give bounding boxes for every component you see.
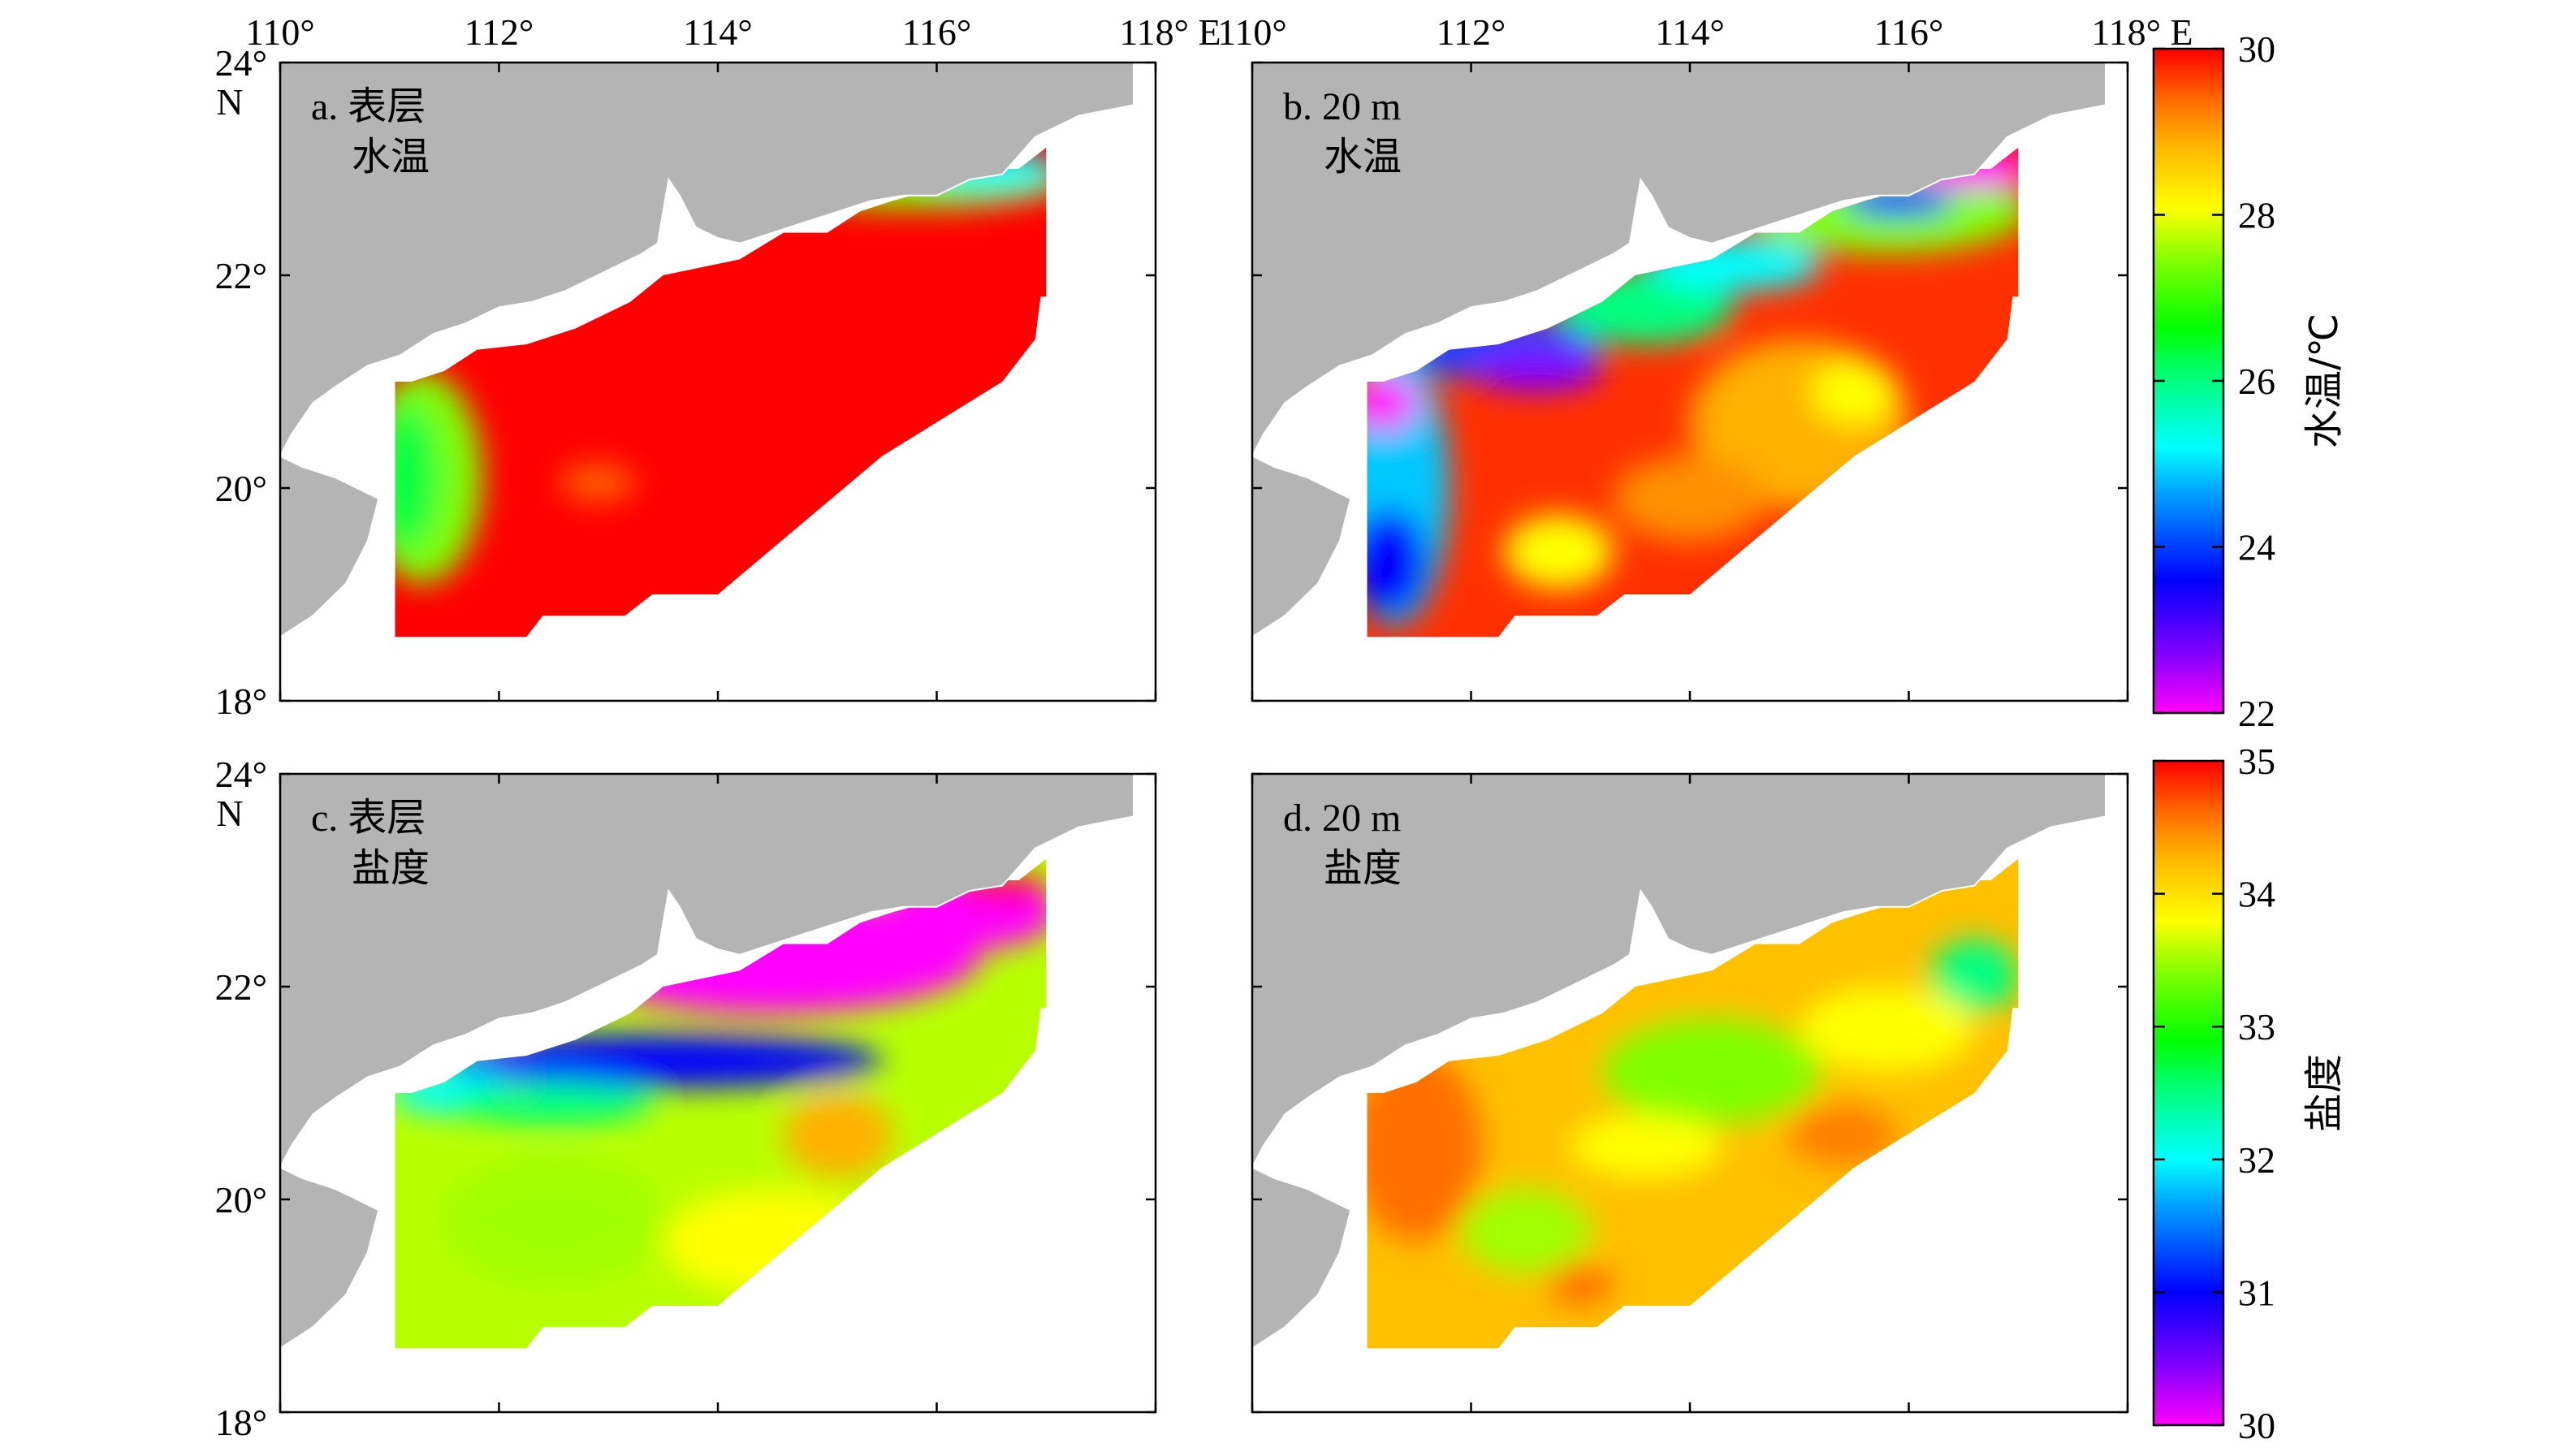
colorbar-tick-label: 34 <box>2238 874 2275 915</box>
lon-tick-label: 110° <box>245 11 315 53</box>
lat-tick-label: 18° <box>215 1402 267 1443</box>
colorbar-title: 水温/℃ <box>2301 313 2347 448</box>
colorbar-tick-label: 30 <box>2238 1405 2275 1446</box>
colorbar-tick-label: 24 <box>2238 527 2275 568</box>
lat-tick-label: 20° <box>215 468 267 509</box>
colorbar-tick-label: 28 <box>2238 195 2275 236</box>
colorbar-title: 盐度 <box>2301 1054 2347 1132</box>
panel-title: a. 表层 <box>311 85 426 128</box>
lat-unit-label: N <box>216 81 243 123</box>
lon-tick-label: 114° <box>1655 11 1725 53</box>
map-panel-a: 110° 112° 114° 116° 118° E 24° 22° 20° 18° N a. 表层… <box>215 11 1221 722</box>
land-mass <box>1252 774 2106 1350</box>
land-mass <box>280 63 1134 638</box>
panel-variable-label: 盐度 <box>1324 845 1402 891</box>
lat-tick-label: 18° <box>215 680 267 722</box>
colorbar-tick-label: 32 <box>2238 1139 2275 1181</box>
colorbar-tick-label: 30 <box>2238 28 2275 70</box>
panel-title: d. 20 m <box>1283 797 1401 840</box>
colorbar-gradient <box>2152 47 2225 715</box>
panel-title: b. 20 m <box>1283 85 1401 128</box>
temperature-colorbar: 30 28 26 24 22 水温/℃ <box>2152 28 2347 734</box>
lat-tick-label: 24° <box>215 754 267 795</box>
lon-tick-label: 118° E <box>2091 11 2193 53</box>
colorbar-tick-label: 31 <box>2238 1272 2275 1313</box>
panel-variable-label: 水温 <box>1324 134 1402 179</box>
lon-tick-label: 112° <box>465 11 534 53</box>
lat-unit-label: N <box>216 793 243 834</box>
lon-tick-label: 112° <box>1437 11 1506 53</box>
lon-tick-label: 116° <box>902 11 972 53</box>
colorbar-tick-label: 33 <box>2238 1006 2275 1048</box>
lon-tick-label: 110° <box>1217 11 1287 53</box>
lon-tick-label: 118° E <box>1119 11 1221 53</box>
colorbar-tick-label: 26 <box>2238 361 2275 402</box>
map-panel-d: d. 20 m 盐度 <box>1251 772 2129 1414</box>
colorbar-tick-label: 35 <box>2238 741 2275 782</box>
salinity-colorbar: 35 34 33 32 31 30 盐度 <box>2152 741 2347 1446</box>
map-panel-b: 110° 112° 114° 116° 118° E b. 20 m 水温 <box>1217 11 2193 702</box>
lat-tick-label: 22° <box>215 966 267 1008</box>
colorbar-gradient <box>2152 759 2225 1427</box>
land-mass <box>1252 63 2106 638</box>
lat-tick-label: 24° <box>215 42 267 84</box>
lon-tick-label: 116° <box>1874 11 1944 53</box>
land-mass <box>280 774 1134 1350</box>
panel-variable-label: 水温 <box>352 134 430 179</box>
lon-tick-label: 114° <box>683 11 753 53</box>
lat-tick-label: 20° <box>215 1179 267 1221</box>
lat-tick-label: 22° <box>215 255 267 296</box>
panel-title: c. 表层 <box>311 797 426 840</box>
panel-variable-label: 盐度 <box>352 845 430 891</box>
colorbar-tick-label: 22 <box>2238 693 2275 734</box>
